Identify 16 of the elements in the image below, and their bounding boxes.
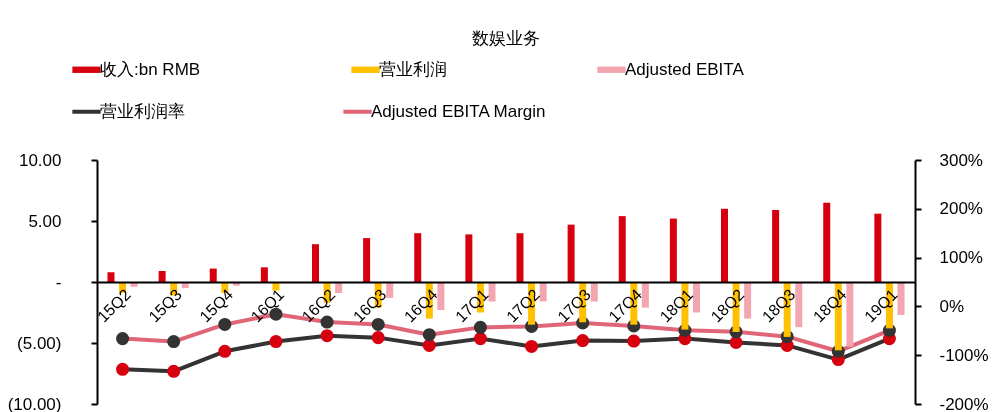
chart-title: 数娱业务: [472, 29, 540, 48]
legend-label: 营业利润: [379, 59, 447, 79]
y2-tick-label: -100%: [939, 345, 989, 365]
legend-label: Adjusted EBITA: [625, 59, 745, 79]
y-tick-label: 5.00: [28, 211, 62, 231]
y-tick-label: 10.00: [18, 150, 62, 170]
y-tick-label: -: [55, 272, 62, 292]
y2-tick-label: 100%: [939, 248, 983, 268]
y-tick-label: (5.00): [17, 333, 62, 353]
y2-tick-label: -200%: [939, 394, 989, 412]
legend-label: Adjusted EBITA Margin: [371, 101, 546, 121]
y2-tick-label: 0%: [939, 296, 965, 316]
y2-tick-label: 300%: [939, 150, 983, 170]
legend-label: 营业利润率: [100, 101, 185, 121]
legend-label: 收入:bn RMB: [100, 59, 201, 79]
y2-tick-label: 200%: [939, 199, 983, 219]
